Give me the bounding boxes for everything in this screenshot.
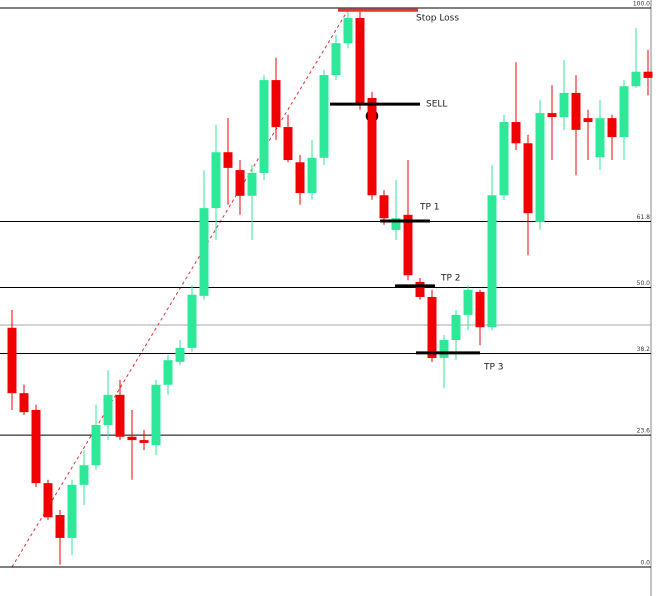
candle-body (307, 157, 317, 194)
candle-body (391, 218, 401, 230)
candle-body (115, 394, 125, 437)
annotation-label: TP 1 (419, 202, 440, 212)
candle-body (379, 195, 389, 219)
fib-trend-line (11, 9, 349, 568)
candle-body (331, 43, 341, 76)
candle-body (79, 465, 89, 485)
candle-body (247, 172, 257, 196)
candle-body (547, 113, 557, 118)
candle-body (259, 80, 269, 173)
candle-body (499, 122, 509, 196)
candle-body (523, 143, 533, 214)
candle-body (31, 409, 41, 484)
candle-body (7, 327, 17, 394)
candle-body (475, 291, 485, 328)
candle-body (415, 281, 425, 298)
candle-body (103, 394, 113, 426)
candle-body (403, 214, 413, 276)
candle-body (319, 75, 329, 158)
candle-body (67, 484, 77, 538)
candle-body (187, 294, 197, 348)
candle-body (223, 152, 233, 168)
candle-body (487, 195, 497, 328)
fib-level-label: 0.0 (640, 560, 650, 567)
candle-body (295, 162, 305, 194)
fib-level-label: 23.6 (637, 428, 651, 435)
candle-body (343, 18, 353, 44)
annotation-label: SELL (426, 100, 447, 110)
candle-body (583, 118, 593, 123)
candle-body (511, 122, 521, 144)
candle-body (535, 113, 545, 223)
candle-body (55, 515, 65, 538)
fib-level-label: 100.0 (633, 1, 650, 8)
candle-body (127, 436, 137, 441)
candle-body (571, 92, 581, 130)
candle-body (43, 483, 53, 518)
candle-body (607, 118, 617, 138)
candle-body (427, 297, 437, 358)
candle-body (439, 340, 449, 358)
candle-body (367, 97, 377, 196)
candle-body (235, 170, 245, 196)
candle-body (139, 440, 149, 443)
candle-body (199, 208, 209, 296)
candle-body (595, 118, 605, 158)
candle-body (19, 393, 29, 413)
candle-body (355, 18, 365, 106)
candle-body (271, 80, 281, 128)
candle-body (91, 425, 101, 466)
annotation-label: TP 2 (440, 273, 461, 283)
annotation-label: Stop Loss (416, 14, 459, 24)
candle-body (619, 86, 629, 138)
candle-body (283, 127, 293, 161)
fib-level-label: 38.2 (637, 346, 651, 353)
annotation-label: TP 3 (483, 362, 504, 372)
candle-body (451, 314, 461, 341)
candle-body (163, 360, 173, 385)
candle-body (175, 347, 185, 362)
candle-body (631, 71, 641, 87)
candle-body (211, 152, 221, 209)
candle-body (559, 92, 569, 118)
candle-body (151, 384, 161, 446)
fib-level-label: 61.8 (637, 214, 651, 221)
candle-body (643, 71, 653, 78)
candle-body (463, 289, 473, 315)
fib-level-label: 50.0 (637, 280, 651, 287)
